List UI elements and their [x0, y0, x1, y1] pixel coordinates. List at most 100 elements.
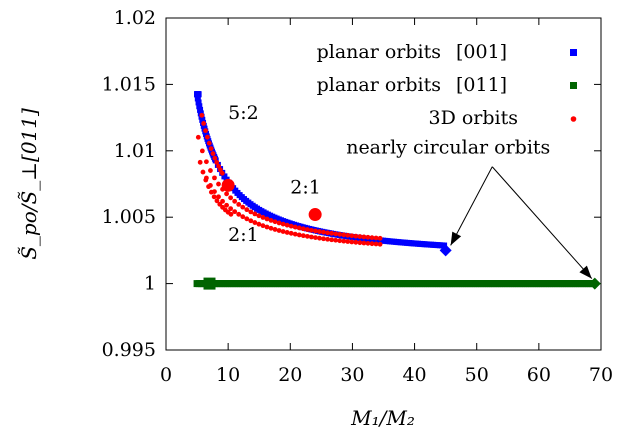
red-point	[345, 239, 351, 244]
red-point	[357, 234, 363, 239]
blue-point	[199, 116, 206, 123]
x-tick-label: 0	[160, 364, 172, 386]
red-point	[288, 223, 294, 229]
red-point	[369, 235, 375, 241]
x-tick-label: 60	[527, 364, 551, 386]
red-point	[276, 228, 282, 233]
x-tick-label: 40	[402, 364, 426, 386]
red-point	[304, 227, 310, 232]
red-point	[333, 237, 339, 243]
y-tick-label: 1.01	[114, 140, 156, 162]
red-point	[228, 206, 234, 212]
red-point	[353, 233, 359, 239]
red-point	[300, 233, 306, 239]
red-point	[292, 224, 298, 230]
blue-endpoint-diamond	[439, 244, 452, 257]
blue-point	[195, 91, 202, 98]
blue-point	[441, 242, 448, 249]
red-point	[224, 202, 229, 208]
red-point	[349, 233, 355, 239]
red-point	[210, 151, 216, 156]
red-point	[228, 195, 234, 201]
legend-label: planar orbits	[317, 74, 441, 96]
annotation-ratio: 2:1	[228, 224, 259, 246]
blue-point	[194, 95, 201, 102]
tick-labels: 0 10 20 30 40 50 60 70 0.995 1 1.005 1.01 1.015 1.02	[102, 7, 614, 386]
red-point	[211, 194, 217, 200]
red-point	[203, 175, 209, 181]
red-point	[201, 121, 207, 126]
red-point	[252, 211, 258, 217]
red-point	[208, 146, 214, 151]
legend-tag: [011]	[456, 74, 507, 96]
red-point	[292, 231, 298, 237]
red-point	[228, 211, 234, 217]
legend: planar orbits [001] planar orbits [011] 3D o…	[317, 41, 577, 129]
red-point	[212, 189, 217, 194]
red-point	[365, 234, 371, 240]
red-point	[272, 227, 278, 232]
red-point	[212, 175, 217, 181]
y-tick-label: 1.015	[102, 73, 156, 95]
x-axis-label: M₁/M₂	[350, 406, 415, 430]
red-point	[244, 207, 250, 213]
arrow-to-011-endpoint	[491, 166, 593, 279]
annotation-layer: 5:2 2:1 2:1 nearly circular orbits	[228, 102, 593, 279]
red-point	[272, 219, 278, 225]
y-tick-label: 0.995	[102, 339, 156, 361]
series-layer	[193, 91, 601, 290]
red-point	[208, 168, 213, 173]
green-big-point	[203, 277, 216, 290]
red-point	[232, 198, 238, 204]
red-point	[268, 218, 274, 223]
legend-marker	[570, 49, 577, 56]
red-point	[206, 140, 212, 146]
red-point	[284, 230, 290, 235]
annotation-ratio: 2:1	[290, 176, 321, 198]
annotation-ratio: 5:2	[228, 102, 259, 124]
red-point	[373, 235, 379, 241]
red-point	[337, 231, 343, 237]
red-point	[220, 198, 225, 204]
red-point	[219, 170, 225, 176]
red-point	[264, 224, 270, 230]
blue-point	[197, 106, 204, 113]
red-point	[341, 238, 347, 244]
arrow-to-001-endpoint	[450, 166, 493, 246]
red-point	[199, 112, 205, 118]
red-point	[236, 201, 242, 207]
red-point	[309, 234, 314, 240]
red-point	[300, 226, 306, 232]
red-point	[212, 155, 218, 161]
red-point	[199, 148, 205, 154]
plot-frame	[165, 17, 602, 351]
y-tick-label: 1.005	[102, 206, 156, 228]
red-point	[341, 232, 347, 238]
red-point	[260, 215, 266, 220]
red-point	[203, 159, 209, 165]
x-tick-label: 10	[216, 364, 240, 386]
red-point	[369, 241, 375, 247]
legend-label: planar orbits	[317, 41, 441, 63]
red-point	[195, 134, 201, 140]
red-point	[377, 235, 383, 241]
red-point	[357, 240, 363, 246]
red-point	[224, 191, 229, 197]
red-point	[260, 223, 266, 229]
red-point	[296, 232, 302, 238]
red-point	[321, 236, 326, 242]
red-point	[361, 234, 367, 240]
red-point	[321, 229, 326, 235]
arrow-to-001-endpoint-head	[450, 231, 462, 246]
red-point	[268, 225, 274, 231]
red-point	[313, 235, 318, 241]
red-point	[216, 163, 221, 169]
x-tick-label: 30	[340, 364, 364, 386]
legend-marker	[570, 116, 577, 122]
blue-point	[221, 173, 228, 180]
red-point	[317, 229, 322, 234]
red-point	[317, 235, 322, 241]
red-point	[214, 198, 220, 204]
y-axis-label: S̃_po/S̃_⊥[011]	[17, 108, 41, 260]
